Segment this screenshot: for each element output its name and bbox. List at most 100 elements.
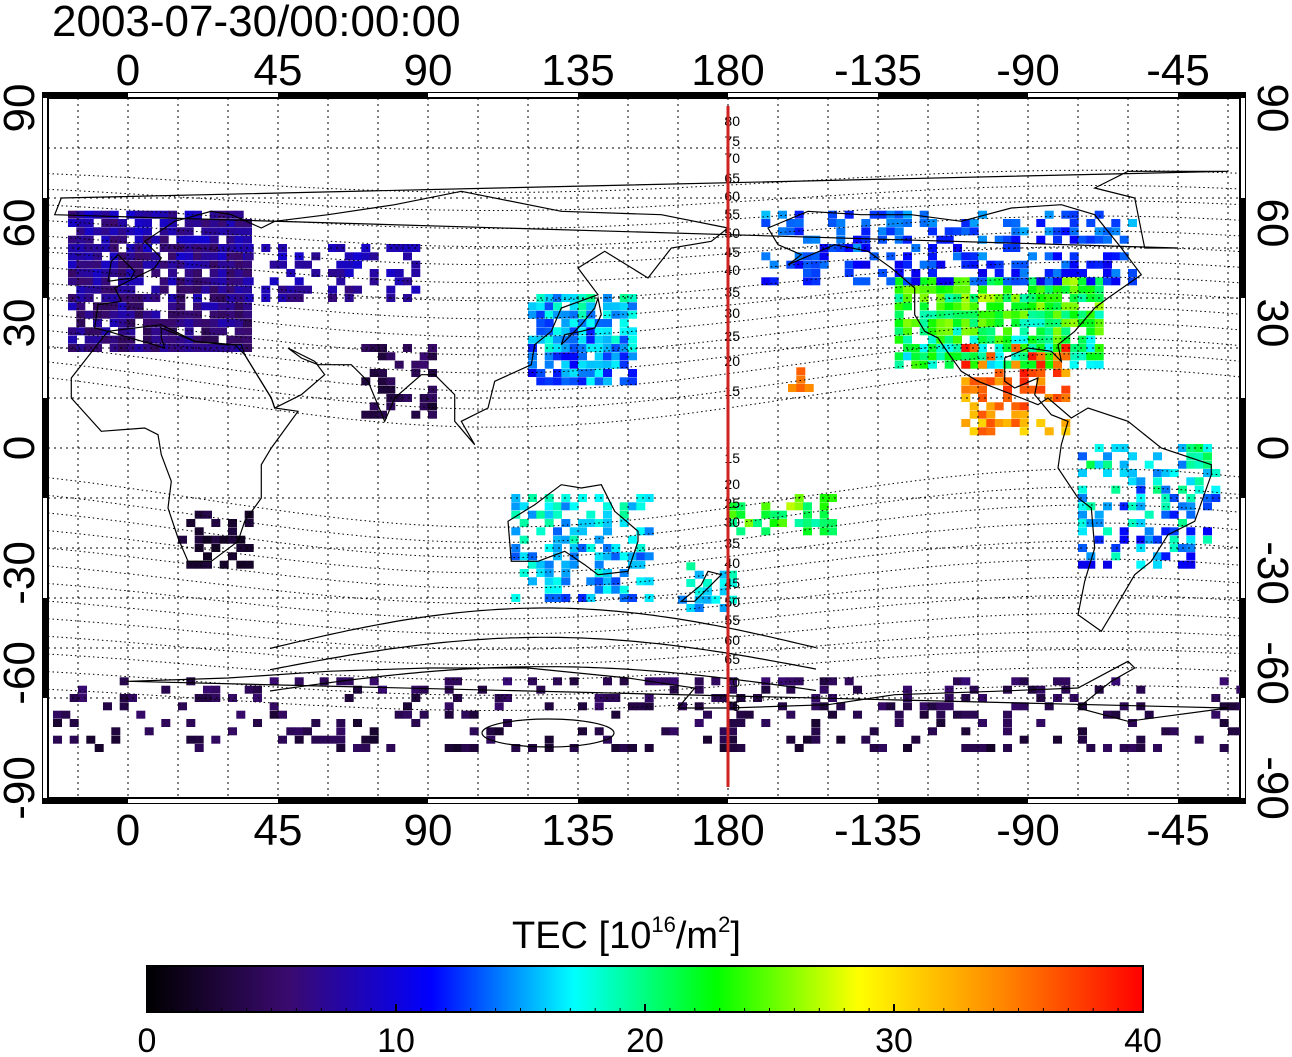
tec-cell: [969, 410, 979, 419]
tec-cell: [628, 344, 637, 352]
tec-cell: [1061, 419, 1071, 427]
tec-cell: [278, 285, 287, 294]
tec-cell: [719, 587, 729, 596]
tec-cell: [336, 719, 346, 727]
tec-cell: [68, 235, 77, 244]
tec-cell: [76, 227, 86, 236]
frame-segment: [728, 93, 878, 97]
tec-cell: [1078, 352, 1087, 361]
tec-cell: [369, 677, 379, 686]
tec-cell: [1019, 427, 1029, 436]
left-lat-label: -60: [0, 641, 44, 705]
tec-cell: [118, 335, 127, 344]
tec-cell: [93, 310, 102, 319]
tec-cell: [903, 319, 912, 327]
tec-cell: [1078, 560, 1087, 569]
tec-cell: [903, 252, 912, 261]
tec-cell: [234, 244, 244, 252]
tec-cell: [1003, 219, 1012, 227]
magnetic-pole-contour: [269, 636, 817, 671]
tec-cell: [168, 252, 177, 261]
tec-cell: [569, 544, 579, 552]
tec-cell: [109, 310, 119, 319]
tec-cell: [736, 694, 746, 702]
tec-cell: [211, 694, 221, 702]
magnetic-latitude-contours: [47, 169, 1241, 748]
tec-cell: [244, 685, 254, 694]
tec-cell: [894, 319, 904, 327]
tec-cell: [184, 319, 194, 327]
tec-cell: [619, 677, 629, 686]
tec-cell: [986, 744, 996, 752]
tec-cell: [553, 535, 562, 544]
tec-cell: [844, 677, 854, 686]
tec-cell: [936, 327, 946, 336]
tec-cell: [928, 219, 937, 227]
tec-cell: [209, 310, 219, 319]
tec-cell: [603, 527, 612, 536]
tec-cell: [728, 570, 737, 579]
tec-cell: [1103, 460, 1112, 469]
tec-cell: [469, 710, 479, 719]
tec-cell: [778, 677, 787, 686]
tec-cell: [561, 502, 571, 511]
tec-cell: [194, 560, 204, 569]
tec-cell: [936, 285, 946, 294]
tec-cell: [544, 585, 554, 594]
tec-cell: [126, 252, 136, 261]
tec-cell: [201, 327, 211, 336]
tec-cell: [244, 544, 254, 552]
frame-segment: [128, 93, 278, 97]
tec-cell: [428, 369, 437, 377]
tec-cell: [1161, 510, 1171, 519]
tec-cell: [761, 527, 771, 536]
tec-cell: [101, 219, 111, 227]
tec-cell: [176, 285, 186, 294]
tec-cell: [68, 335, 77, 344]
tec-cell: [194, 735, 204, 744]
tec-cell: [1011, 310, 1021, 319]
tec-cell: [603, 360, 612, 369]
tec-cell: [76, 235, 86, 244]
tec-cell: [1069, 310, 1079, 319]
tec-cell: [1194, 444, 1204, 452]
tec-cell: [1028, 285, 1037, 294]
tec-cell: [553, 585, 562, 594]
tec-cell: [928, 319, 937, 327]
tec-cell: [919, 319, 929, 327]
tec-cell: [234, 285, 244, 294]
tec-cell: [553, 544, 562, 552]
tec-cell: [1094, 360, 1104, 369]
tec-cell: [1019, 677, 1029, 686]
tec-cell: [111, 735, 121, 744]
tec-cell: [118, 319, 127, 327]
tec-cell: [403, 344, 412, 352]
tec-cell: [1003, 710, 1012, 719]
tec-cell: [311, 735, 321, 744]
tec-cell: [143, 244, 152, 252]
tec-cell: [1044, 252, 1054, 261]
tec-cell: [544, 327, 554, 336]
tec-cell: [151, 260, 161, 269]
tec-cell: [126, 269, 136, 277]
tec-cell: [804, 384, 814, 392]
tec-cell: [694, 570, 704, 579]
magnetic-contour: [47, 468, 1241, 528]
tec-cell: [1103, 560, 1112, 569]
tec-cell: [636, 702, 646, 711]
tec-cell: [569, 677, 579, 686]
tec-cell: [994, 335, 1004, 344]
tec-cell: [151, 310, 161, 319]
top-lon-label: -135: [834, 46, 922, 95]
tec-cell: [144, 727, 154, 736]
tec-cell: [819, 527, 829, 536]
tec-cell: [193, 252, 202, 261]
tec-cell: [1194, 460, 1204, 469]
tec-cell: [186, 519, 196, 527]
tec-cell: [1069, 210, 1079, 219]
tec-cell: [84, 344, 94, 352]
bottom-lon-label: 135: [541, 806, 614, 855]
tec-cell: [569, 294, 579, 302]
tec-cell: [234, 227, 244, 236]
tec-cell: [143, 260, 152, 269]
